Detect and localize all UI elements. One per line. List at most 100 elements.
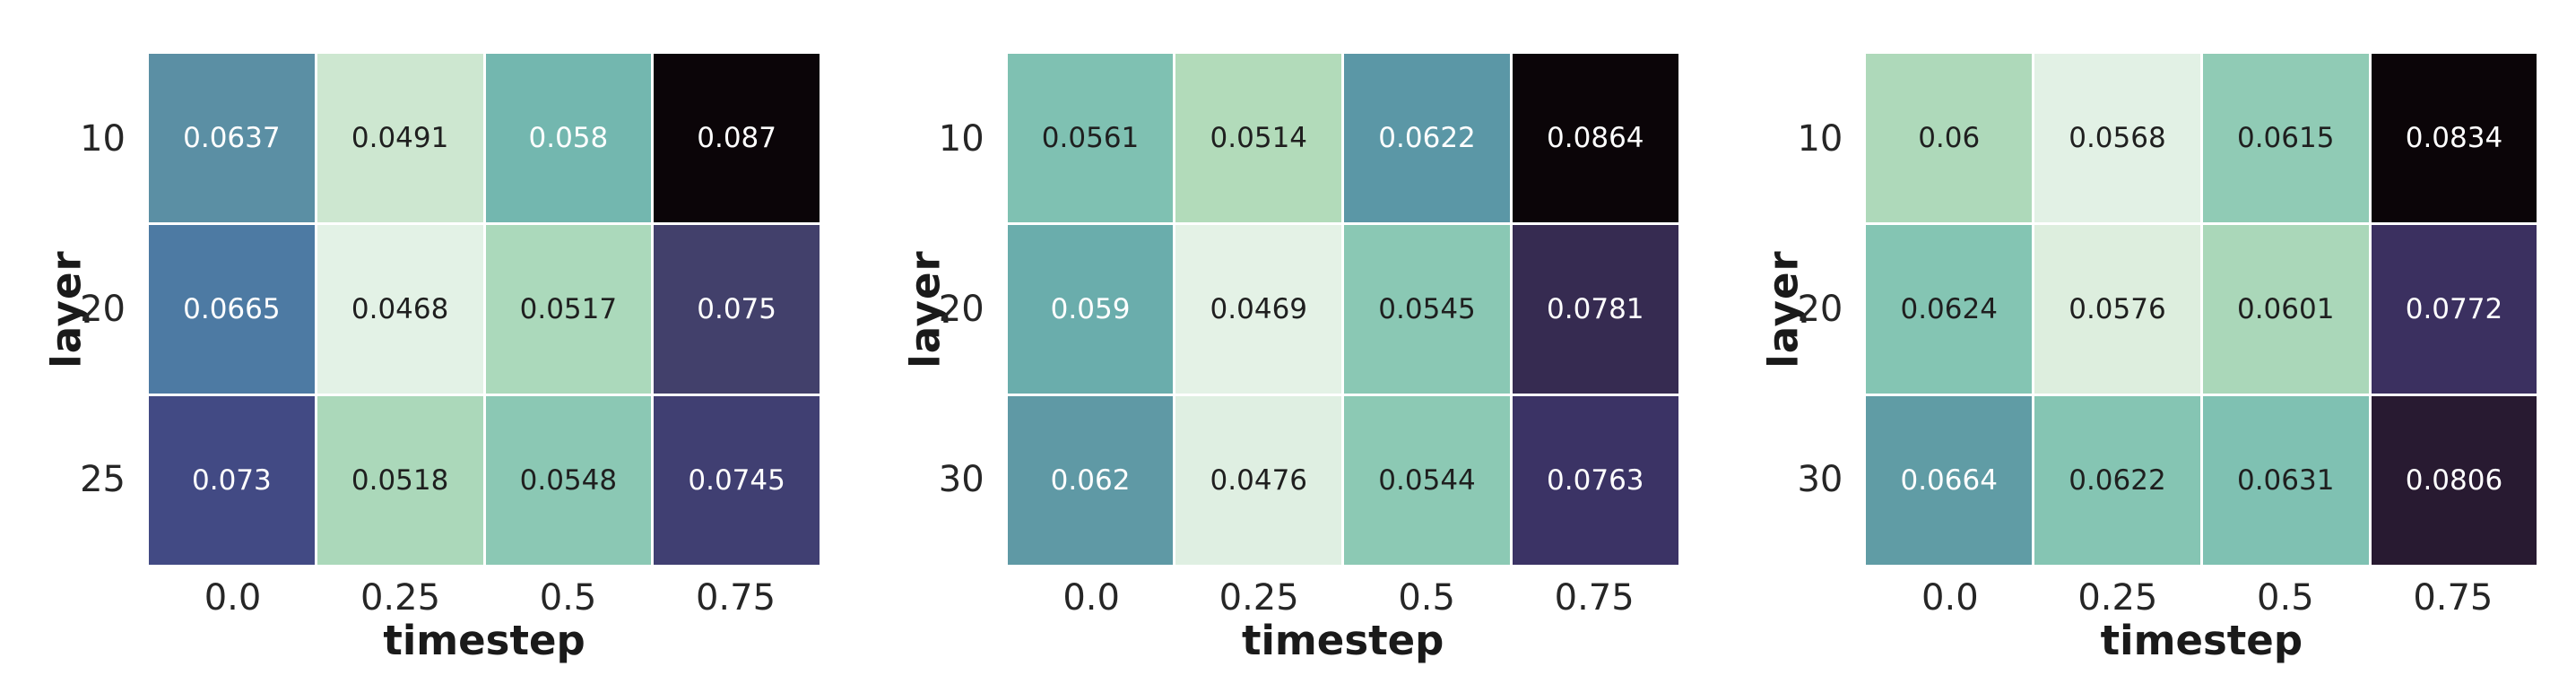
cell-value: 0.0772 <box>2405 292 2503 325</box>
x-axis-label: timestep <box>2100 617 2303 664</box>
cell-value: 0.087 <box>697 121 776 154</box>
y-tick-labels: 10 20 30 <box>1717 54 1843 565</box>
cell-value: 0.0664 <box>1900 463 1998 497</box>
heatmap-cell: 0.0469 <box>1175 225 1342 394</box>
cell-value: 0.0468 <box>351 292 449 325</box>
heatmap-cell: 0.059 <box>1007 225 1174 394</box>
heatmap-grid: 0.0561 0.0514 0.0622 0.0864 0.059 0.0469 0.054… <box>1007 54 1678 565</box>
heatmap-cell: 0.0664 <box>1866 396 2033 565</box>
heatmap-cell: 0.0561 <box>1007 54 1174 222</box>
heatmap-cell: 0.0624 <box>1866 225 2033 394</box>
x-tick: 0.75 <box>1554 577 1635 619</box>
cell-value: 0.0622 <box>2069 463 2166 497</box>
x-tick-labels: 0.0 0.25 0.5 0.75 <box>1008 577 1678 619</box>
x-tick: 0.25 <box>2077 577 2158 619</box>
heatmap-cell: 0.0665 <box>149 225 315 394</box>
cell-value: 0.0548 <box>519 463 618 497</box>
heatmap-cell: 0.0622 <box>1344 54 1510 222</box>
x-tick: 0.0 <box>1921 577 1979 619</box>
x-tick: 0.75 <box>695 577 776 619</box>
heatmap-cell: 0.0517 <box>485 225 652 394</box>
cell-value: 0.0637 <box>183 121 281 154</box>
heatmap-panel-3: layer 10 20 30 0.06 0.0568 0.0615 0.0834 0.062… <box>1717 0 2576 675</box>
heatmap-cell: 0.0772 <box>2371 225 2537 394</box>
cell-value: 0.0601 <box>2236 292 2335 325</box>
heatmap-cell: 0.0576 <box>2034 225 2200 394</box>
cell-value: 0.0476 <box>1210 463 1308 497</box>
heatmap-grid: 0.06 0.0568 0.0615 0.0834 0.0624 0.0576 0.0601… <box>1866 54 2537 565</box>
x-tick-labels: 0.0 0.25 0.5 0.75 <box>149 577 820 619</box>
cell-value: 0.073 <box>192 463 272 497</box>
cell-value: 0.062 <box>1050 463 1131 497</box>
heatmap-cell: 0.0781 <box>1512 225 1678 394</box>
y-tick-labels: 10 20 25 <box>0 54 126 565</box>
heatmap-cell: 0.0548 <box>485 396 652 565</box>
heatmap-cell: 0.0763 <box>1512 396 1678 565</box>
heatmap-cell: 0.0622 <box>2034 396 2200 565</box>
heatmap-cell: 0.06 <box>1866 54 2033 222</box>
x-tick: 0.0 <box>204 577 262 619</box>
heatmap-cell: 0.0476 <box>1175 396 1342 565</box>
cell-value: 0.0745 <box>688 463 785 497</box>
cell-value: 0.058 <box>528 121 609 154</box>
heatmap-cell: 0.0518 <box>317 396 483 565</box>
y-tick: 10 <box>80 118 126 160</box>
heatmap-cell: 0.0615 <box>2202 54 2369 222</box>
y-tick: 30 <box>1797 459 1843 500</box>
y-tick: 20 <box>938 289 984 330</box>
x-tick: 0.75 <box>2413 577 2494 619</box>
x-tick: 0.5 <box>539 577 597 619</box>
heatmap-cell: 0.0834 <box>2371 54 2537 222</box>
x-tick: 0.25 <box>360 577 441 619</box>
cell-value: 0.0561 <box>1041 121 1140 154</box>
y-tick: 20 <box>1797 289 1843 330</box>
heatmap-cell: 0.0806 <box>2371 396 2537 565</box>
y-tick-labels: 10 20 30 <box>859 54 984 565</box>
heatmap-cell: 0.058 <box>485 54 652 222</box>
heatmap-cell: 0.0568 <box>2034 54 2200 222</box>
heatmap-panel-1: layer 10 20 25 0.0637 0.0491 0.058 0.087 0.066… <box>0 0 859 675</box>
heatmap-cell: 0.0864 <box>1512 54 1678 222</box>
heatmap-cell: 0.087 <box>654 54 820 222</box>
cell-value: 0.0624 <box>1900 292 1998 325</box>
y-tick: 25 <box>80 459 126 500</box>
heatmap-grid: 0.0637 0.0491 0.058 0.087 0.0665 0.0468 0.0517… <box>149 54 820 565</box>
cell-value: 0.0545 <box>1378 292 1476 325</box>
cell-value: 0.0469 <box>1210 292 1308 325</box>
cell-value: 0.0834 <box>2405 121 2503 154</box>
cell-value: 0.06 <box>1918 121 1981 154</box>
cell-value: 0.0864 <box>1547 121 1644 154</box>
heatmap-cell: 0.0545 <box>1344 225 1510 394</box>
cell-value: 0.0622 <box>1378 121 1476 154</box>
cell-value: 0.0763 <box>1547 463 1644 497</box>
x-tick: 0.25 <box>1219 577 1299 619</box>
heatmap-cell: 0.0468 <box>317 225 483 394</box>
cell-value: 0.0514 <box>1210 121 1308 154</box>
cell-value: 0.0517 <box>519 292 618 325</box>
cell-value: 0.0631 <box>2236 463 2335 497</box>
y-tick: 10 <box>1797 118 1843 160</box>
heatmap-cell: 0.0544 <box>1344 396 1510 565</box>
x-tick: 0.0 <box>1062 577 1120 619</box>
cell-value: 0.0665 <box>183 292 281 325</box>
x-tick: 0.5 <box>2257 577 2314 619</box>
cell-value: 0.0615 <box>2236 121 2335 154</box>
cell-value: 0.0568 <box>2069 121 2166 154</box>
y-tick: 20 <box>80 289 126 330</box>
x-axis-label: timestep <box>383 617 585 664</box>
cell-value: 0.059 <box>1050 292 1131 325</box>
heatmap-cell: 0.0514 <box>1175 54 1342 222</box>
heatmap-panel-2: layer 10 20 30 0.0561 0.0514 0.0622 0.0864 0.0… <box>859 0 1718 675</box>
heatmap-cell: 0.0631 <box>2202 396 2369 565</box>
x-axis-label: timestep <box>1241 617 1444 664</box>
heatmap-cell: 0.0637 <box>149 54 315 222</box>
cell-value: 0.0781 <box>1547 292 1644 325</box>
cell-value: 0.0518 <box>351 463 449 497</box>
heatmap-cell: 0.0745 <box>654 396 820 565</box>
x-tick: 0.5 <box>1398 577 1455 619</box>
heatmap-cell: 0.062 <box>1007 396 1174 565</box>
heatmap-cell: 0.0601 <box>2202 225 2369 394</box>
x-tick-labels: 0.0 0.25 0.5 0.75 <box>1866 577 2537 619</box>
y-tick: 10 <box>938 118 984 160</box>
